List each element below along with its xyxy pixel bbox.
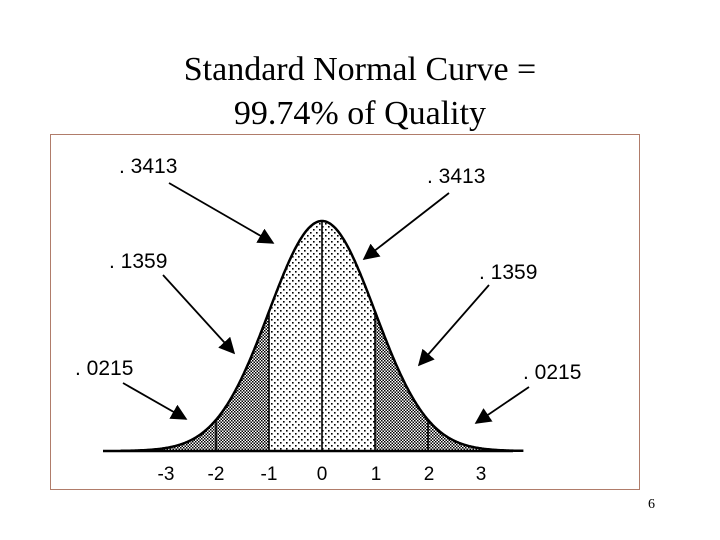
tick-label-0: 0 bbox=[317, 464, 328, 485]
region-neg3-neg2 bbox=[163, 419, 216, 451]
axis-tick-labels: -3 -2 -1 0 1 2 3 bbox=[158, 464, 487, 485]
label-upper-right: . 3413 bbox=[427, 165, 485, 188]
label-lower-right: . 0215 bbox=[523, 361, 581, 384]
title-line-1: Standard Normal Curve = bbox=[183, 51, 537, 88]
slide-title: Standard Normal Curve = 99.74% of Qualit… bbox=[60, 48, 660, 136]
region-labels: . 3413 . 3413 . 1359 . 1359 . 0215 . 021… bbox=[75, 155, 581, 384]
page-number: 6 bbox=[648, 497, 655, 512]
arrow-upper-left bbox=[168, 182, 275, 244]
title-line-2: 99.74% of Quality bbox=[233, 95, 487, 132]
normal-curve-diagram: -3 -2 -1 0 1 2 3 . 3413 . 3413 . 1359 . … bbox=[75, 155, 581, 485]
tick-label-neg3: -3 bbox=[158, 464, 175, 485]
pointer-arrows bbox=[122, 182, 530, 424]
label-mid-right: . 1359 bbox=[479, 261, 537, 284]
label-lower-left: . 0215 bbox=[75, 357, 133, 380]
tick-label-neg1: -1 bbox=[261, 464, 278, 485]
tick-label-neg2: -2 bbox=[208, 464, 225, 485]
arrow-lower-left bbox=[122, 382, 188, 420]
arrow-upper-right bbox=[362, 192, 450, 260]
arrow-mid-left bbox=[162, 274, 236, 355]
sigma-lines bbox=[215, 221, 429, 451]
arrow-mid-right bbox=[417, 284, 490, 367]
label-upper-left: . 3413 bbox=[119, 155, 177, 178]
label-mid-left: . 1359 bbox=[109, 250, 167, 273]
tick-label-3: 3 bbox=[476, 464, 487, 485]
region-pos2-pos3 bbox=[428, 419, 481, 451]
tick-label-1: 1 bbox=[371, 464, 382, 485]
arrow-lower-right bbox=[474, 386, 530, 424]
tick-label-2: 2 bbox=[424, 464, 435, 485]
normal-curve-figure: -3 -2 -1 0 1 2 3 . 3413 . 3413 . 1359 . … bbox=[50, 134, 640, 490]
